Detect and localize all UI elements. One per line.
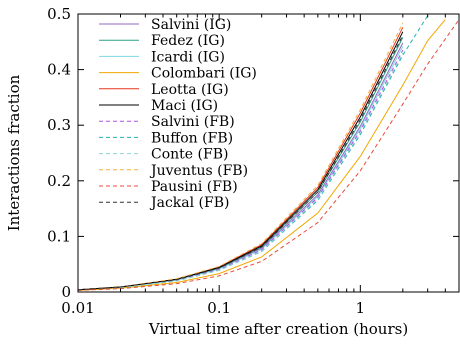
series-line-4: [78, 19, 446, 291]
legend-item: Salvini (IG): [99, 17, 231, 33]
series-line-11: [78, 19, 459, 291]
ticks-layer: 0 0.1 0.2 0.3 0.4 0.5 0.01 0.1 1: [47, 5, 460, 317]
x-tick-label: 1: [356, 299, 366, 317]
legend-label: Juventus (FB): [149, 163, 248, 179]
series-layer: [78, 15, 459, 291]
x-tick-label: 0.01: [61, 299, 94, 317]
legend-item: Buffon (FB): [99, 130, 233, 146]
legend-item: Jackal (FB): [99, 195, 229, 211]
series-line-12: [78, 34, 404, 291]
legend-label: Icardi (IG): [151, 49, 225, 65]
legend-label: Colombari (IG): [151, 66, 257, 82]
series-line-8: [78, 15, 429, 291]
legend-item: Fedez (IG): [99, 33, 225, 49]
x-tick-label: 0.1: [207, 299, 231, 317]
legend-label: Conte (FB): [151, 147, 228, 163]
y-tick-label: 0.1: [47, 227, 71, 245]
legend-label: Pausini (FB): [151, 179, 238, 195]
legend-item: Conte (FB): [99, 147, 228, 163]
legend-item: Salvini (FB): [99, 114, 235, 130]
y-tick-label: 0: [61, 283, 71, 301]
legend-label: Leotta (IG): [151, 82, 229, 98]
legend-item: Leotta (IG): [99, 82, 229, 98]
legend-label: Buffon (FB): [151, 130, 233, 146]
legend-label: Salvini (FB): [151, 114, 235, 130]
legend: Salvini (IG)Fedez (IG)Icardi (IG)Colomba…: [99, 17, 257, 211]
legend-item: Juventus (FB): [99, 163, 248, 179]
legend-label: Fedez (IG): [151, 33, 225, 49]
plot-frame: [77, 13, 460, 293]
x-axis-title: Virtual time after creation (hours): [148, 320, 408, 338]
legend-label: Salvini (IG): [151, 17, 231, 33]
y-tick-label: 0.3: [47, 116, 71, 134]
series-line-9: [78, 52, 404, 291]
legend-label: Jackal (FB): [149, 195, 229, 211]
y-axis-title: Interactions fraction: [5, 74, 23, 231]
y-tick-label: 0.5: [47, 5, 71, 23]
y-tick-label: 0.2: [47, 172, 71, 190]
legend-item: Maci (IG): [99, 98, 218, 114]
legend-item: Pausini (FB): [99, 179, 238, 195]
legend-item: Colombari (IG): [99, 66, 257, 82]
legend-item: Icardi (IG): [99, 49, 225, 65]
y-tick-label: 0.4: [47, 61, 71, 79]
series-line-10: [78, 22, 404, 291]
legend-label: Maci (IG): [151, 98, 218, 114]
